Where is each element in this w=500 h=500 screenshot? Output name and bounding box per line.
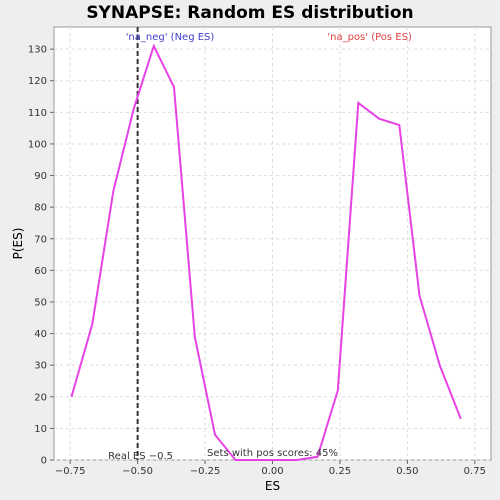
real-es-label: Real ES −0.5 xyxy=(108,451,173,462)
y-tick-label: 0 xyxy=(41,456,47,467)
y-tick-label: 30 xyxy=(34,361,47,372)
es-distribution-line xyxy=(70,43,462,461)
y-axis-ticks: 0 10 20 30 40 50 60 70 80 90 100 110 120 130 xyxy=(28,45,54,467)
x-tick-label: −0.50 xyxy=(122,466,153,477)
x-tick-label: 0.25 xyxy=(329,466,351,477)
grid-lines xyxy=(54,27,491,461)
x-tick-label: −0.75 xyxy=(55,466,86,477)
y-tick-label: 40 xyxy=(34,329,47,340)
x-axis-label: ES xyxy=(265,479,280,493)
y-tick-label: 10 xyxy=(34,424,47,435)
x-tick-label: 0.00 xyxy=(261,466,283,477)
x-tick-label: −0.25 xyxy=(190,466,221,477)
y-tick-label: 20 xyxy=(34,392,47,403)
chart-title: SYNAPSE: Random ES distribution xyxy=(86,3,413,23)
y-tick-label: 120 xyxy=(28,76,47,87)
x-tick-label: 0.75 xyxy=(464,466,486,477)
x-axis-ticks: −0.75 −0.50 −0.25 0.00 0.25 0.50 0.75 xyxy=(55,460,486,477)
y-axis-label: P(ES) xyxy=(11,228,25,260)
y-tick-label: 100 xyxy=(28,139,47,150)
pos-es-label: 'na_pos' (Pos ES) xyxy=(327,32,412,43)
y-tick-label: 90 xyxy=(34,171,47,182)
y-tick-label: 110 xyxy=(28,108,47,119)
y-tick-label: 80 xyxy=(34,203,47,214)
y-tick-label: 70 xyxy=(34,234,47,245)
x-tick-label: 0.50 xyxy=(396,466,418,477)
y-tick-label: 50 xyxy=(34,297,47,308)
neg-es-label: 'na_neg' (Neg ES) xyxy=(126,32,215,43)
y-tick-label: 60 xyxy=(34,266,47,277)
pos-sets-percentage-label: Sets with pos scores: 45% xyxy=(207,448,338,459)
y-tick-label: 130 xyxy=(28,45,47,56)
